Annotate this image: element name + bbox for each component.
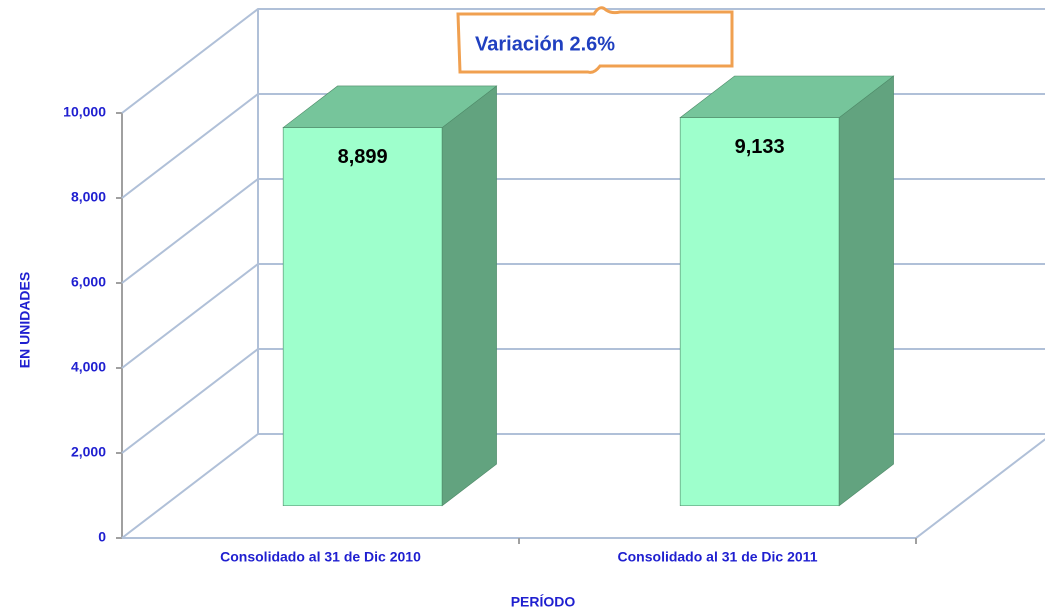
bar-side xyxy=(838,75,894,507)
value-label: 9,133 xyxy=(735,136,785,158)
bar-front xyxy=(282,127,443,507)
bar-top xyxy=(679,75,895,118)
floor xyxy=(122,438,1045,539)
grid-line xyxy=(121,178,1045,284)
annotation: Variación 2.6% xyxy=(475,33,615,55)
grid-line xyxy=(121,433,1045,539)
value-label: 8,899 xyxy=(338,146,388,168)
annotation-box xyxy=(456,6,734,74)
grid-line xyxy=(121,348,1045,454)
y-tick-label: 8,000 xyxy=(71,189,106,205)
x-tick-label: Consolidado al 31 de Dic 2011 xyxy=(618,549,818,565)
bar-front xyxy=(679,117,840,507)
bar xyxy=(679,75,895,507)
x-tick-label: Consolidado al 31 de Dic 2010 xyxy=(220,549,421,565)
grid-line xyxy=(121,8,1045,114)
y-tick-label: 2,000 xyxy=(71,444,106,460)
grid-line xyxy=(121,93,1045,199)
grid-line xyxy=(121,263,1045,369)
bar-top xyxy=(282,85,498,128)
y-tick-label: 4,000 xyxy=(71,359,106,375)
bar xyxy=(282,85,498,507)
y-tick-label: 0 xyxy=(98,529,106,545)
y-tick-label: 6,000 xyxy=(71,274,106,290)
y-axis-label: EN UNIDADES xyxy=(17,272,33,368)
bar-side xyxy=(441,85,497,507)
x-axis-label: PERÍODO xyxy=(511,594,576,610)
y-tick-label: 10,000 xyxy=(63,104,106,120)
